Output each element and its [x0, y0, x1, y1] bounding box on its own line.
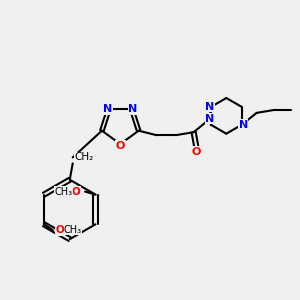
Text: N: N — [103, 104, 112, 114]
Text: O: O — [116, 140, 125, 151]
Text: N: N — [128, 104, 138, 114]
Text: N: N — [206, 114, 214, 124]
Text: N: N — [205, 102, 214, 112]
Text: O: O — [56, 225, 65, 235]
Text: CH₃: CH₃ — [64, 225, 82, 235]
Text: O: O — [72, 187, 80, 196]
Text: N: N — [238, 120, 248, 130]
Text: CH₂: CH₂ — [74, 152, 94, 162]
Text: CH₃: CH₃ — [55, 187, 73, 196]
Text: O: O — [192, 146, 201, 157]
